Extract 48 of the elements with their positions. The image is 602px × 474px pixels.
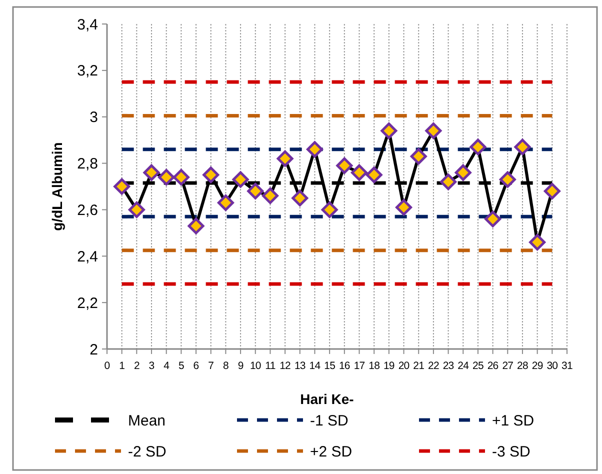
x-tick-label: 16 [338,360,350,372]
y-tick-label: 2,2 [77,294,98,312]
x-tick-label: 17 [354,360,366,372]
legend-label: -1 SD [310,412,349,430]
x-tick-label: 6 [193,360,200,372]
x-tick-label: 8 [222,360,229,372]
legend-label: Mean [128,412,166,430]
x-tick-label: 4 [164,360,170,372]
x-tick-label: 9 [238,360,244,372]
x-tick-label: 14 [309,360,321,372]
x-tick-label: 12 [280,360,292,372]
y-tick-label: 2 [90,341,98,358]
x-tick-label: 27 [502,360,514,372]
x-tick-label: 1 [119,360,126,372]
x-tick-label: 3 [148,360,155,372]
y-tick-label: 3 [90,109,98,126]
legend-label: -2 SD [128,443,167,460]
x-tick-label: 0 [104,360,110,372]
x-tick-label: 31 [562,360,573,372]
x-tick-label: 13 [294,360,306,372]
x-tick-label: 11 [265,360,276,372]
x-tick-label: 18 [368,360,380,372]
x-tick-label: 30 [546,360,558,372]
x-axis-title: Hari Ke- [300,391,354,407]
x-tick-label: 19 [383,360,395,372]
x-tick-label: 23 [442,360,454,372]
legend-label: -3 SD [492,443,531,460]
y-tick-label: 3,2 [77,62,98,80]
x-tick-label: 24 [458,360,470,372]
x-tick-label: 5 [178,360,184,372]
x-tick-label: 22 [428,360,440,372]
legend-label: +2 SD [310,443,352,460]
x-tick-label: 7 [208,360,214,372]
x-tick-label: 29 [532,360,544,372]
x-tick-label: 2 [134,360,140,372]
x-tick-label: 25 [472,360,484,372]
x-tick-label: 10 [250,360,262,372]
y-axis-title: g/dL Albumin [49,142,65,231]
y-tick-label: 2,4 [77,248,98,266]
x-tick-label: 20 [398,360,410,372]
y-tick-label: 2,8 [77,156,98,173]
x-tick-label: 28 [517,360,528,372]
x-tick-label: 26 [487,360,499,372]
x-tick-label: 21 [413,360,425,372]
y-tick-label: 3,4 [77,16,98,34]
y-tick-label: 2,6 [77,202,98,219]
x-tick-label: 15 [324,360,336,372]
legend-label: +1 SD [492,412,534,430]
